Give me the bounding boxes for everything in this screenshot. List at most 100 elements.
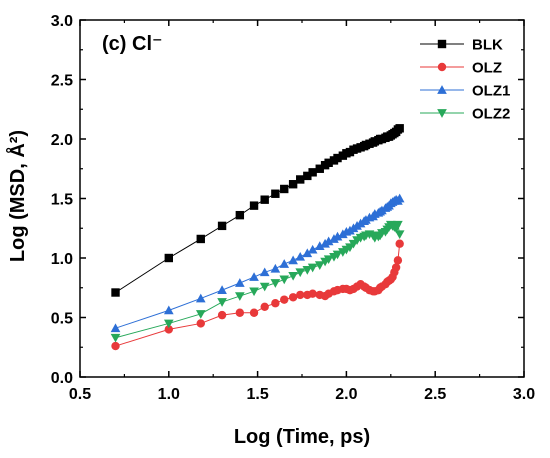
data-point-blk xyxy=(333,153,342,163)
data-point-olz1 xyxy=(259,267,270,277)
legend-item-olz2: OLZ2 xyxy=(420,106,510,123)
data-point-olz1 xyxy=(394,193,405,203)
data-point-olz1 xyxy=(288,255,298,265)
data-point-olz xyxy=(271,299,280,308)
data-point-olz2 xyxy=(270,279,281,288)
series-line-olz xyxy=(115,243,401,347)
y-tick-label: 2.0 xyxy=(51,132,73,149)
series-olz2 xyxy=(110,220,405,343)
data-point-blk xyxy=(196,234,205,244)
x-axis-title: Log (Time, ps) xyxy=(234,426,370,448)
data-point-blk xyxy=(249,201,259,210)
legend-marker xyxy=(437,62,447,72)
data-point-blk xyxy=(296,175,305,184)
data-point-blk xyxy=(111,288,120,297)
x-tick-label: 2.5 xyxy=(424,386,446,403)
data-point-olz xyxy=(393,256,403,265)
y-tick-label: 0.0 xyxy=(51,370,73,387)
y-tick-label: 1.5 xyxy=(51,192,73,209)
data-point-olz1 xyxy=(249,272,259,281)
data-point-olz2 xyxy=(332,250,343,260)
x-tick-label: 2.0 xyxy=(335,386,357,403)
data-point-blk xyxy=(217,221,227,231)
data-point-olz1 xyxy=(302,248,313,258)
data-point-olz2 xyxy=(163,319,174,329)
data-point-olz2 xyxy=(323,255,334,265)
data-point-blk xyxy=(280,184,289,194)
data-point-blk xyxy=(288,180,298,189)
data-point-olz2 xyxy=(279,275,290,285)
x-tick-label: 1.5 xyxy=(246,386,268,403)
x-tick-label: 1.0 xyxy=(158,386,180,403)
y-tick-label: 1.0 xyxy=(51,251,73,268)
data-point-blk xyxy=(271,189,280,198)
series-layer xyxy=(110,124,405,351)
data-point-olz1 xyxy=(279,259,290,268)
data-point-olz xyxy=(196,319,205,328)
data-point-olz xyxy=(288,293,298,302)
data-point-olz1 xyxy=(235,278,245,287)
legend-label: OLZ2 xyxy=(472,106,510,123)
data-point-olz xyxy=(308,289,317,298)
data-point-blk xyxy=(303,171,312,181)
data-point-olz2 xyxy=(307,263,318,273)
data-point-olz xyxy=(395,239,404,248)
data-point-olz2 xyxy=(393,220,403,230)
legend-item-olz: OLZ xyxy=(420,60,502,77)
legend: BLK OLZ OLZ1 OLZ2 xyxy=(420,37,510,123)
panel-label: (c) Cl⁻ xyxy=(102,33,163,55)
data-point-blk xyxy=(315,164,324,173)
data-point-olz1 xyxy=(314,241,325,250)
series-olz xyxy=(111,239,404,351)
x-tick-label: 0.5 xyxy=(69,386,91,403)
data-point-olz1 xyxy=(110,323,121,333)
data-point-olz2 xyxy=(288,271,298,281)
series-blk xyxy=(111,124,404,297)
data-point-olz2 xyxy=(249,287,259,297)
axes-layer: 0.5 1.0 1.5 2.0 2.5 3.00.00.51.01.52.02.53.0 xyxy=(51,13,535,403)
series-olz1 xyxy=(110,193,405,333)
data-point-olz1 xyxy=(163,305,174,315)
data-point-olz xyxy=(296,290,305,300)
legend-marker xyxy=(437,85,447,94)
data-point-olz1 xyxy=(195,293,206,303)
legend-label: OLZ1 xyxy=(472,83,510,100)
data-point-olz xyxy=(235,308,245,317)
legend-label: OLZ xyxy=(472,60,502,77)
plot-frame xyxy=(79,19,525,378)
legend-label: BLK xyxy=(472,37,503,54)
data-point-olz2 xyxy=(394,230,405,240)
data-point-blk xyxy=(395,124,404,133)
data-point-olz2 xyxy=(302,266,313,275)
y-axis-title: Log (MSD, Å²) xyxy=(5,130,29,262)
data-point-olz2 xyxy=(314,261,325,270)
data-point-olz xyxy=(217,310,227,320)
data-point-olz2 xyxy=(235,292,245,301)
legend-item-blk: BLK xyxy=(420,37,503,54)
data-point-olz xyxy=(249,308,259,317)
data-point-blk xyxy=(324,158,333,167)
data-point-olz xyxy=(164,325,173,334)
y-tick-label: 3.0 xyxy=(51,13,73,30)
data-point-olz xyxy=(260,302,269,311)
data-point-olz1 xyxy=(323,236,334,246)
data-point-olz1 xyxy=(217,285,227,294)
legend-item-olz1: OLZ1 xyxy=(420,83,510,100)
legend-marker xyxy=(437,109,447,118)
data-point-olz2 xyxy=(217,298,227,307)
data-point-olz2 xyxy=(259,282,270,292)
data-point-olz xyxy=(391,263,401,272)
data-point-olz xyxy=(111,341,120,351)
data-point-blk xyxy=(164,253,173,263)
data-point-blk xyxy=(260,195,269,204)
data-point-olz1 xyxy=(332,231,343,241)
data-point-olz1 xyxy=(295,251,306,261)
data-point-blk xyxy=(235,210,245,220)
series-line-olz1 xyxy=(115,198,401,329)
data-point-olz xyxy=(280,295,289,304)
x-tick-label: 3.0 xyxy=(513,386,535,403)
data-point-olz2 xyxy=(295,268,306,278)
data-point-blk xyxy=(308,168,317,177)
